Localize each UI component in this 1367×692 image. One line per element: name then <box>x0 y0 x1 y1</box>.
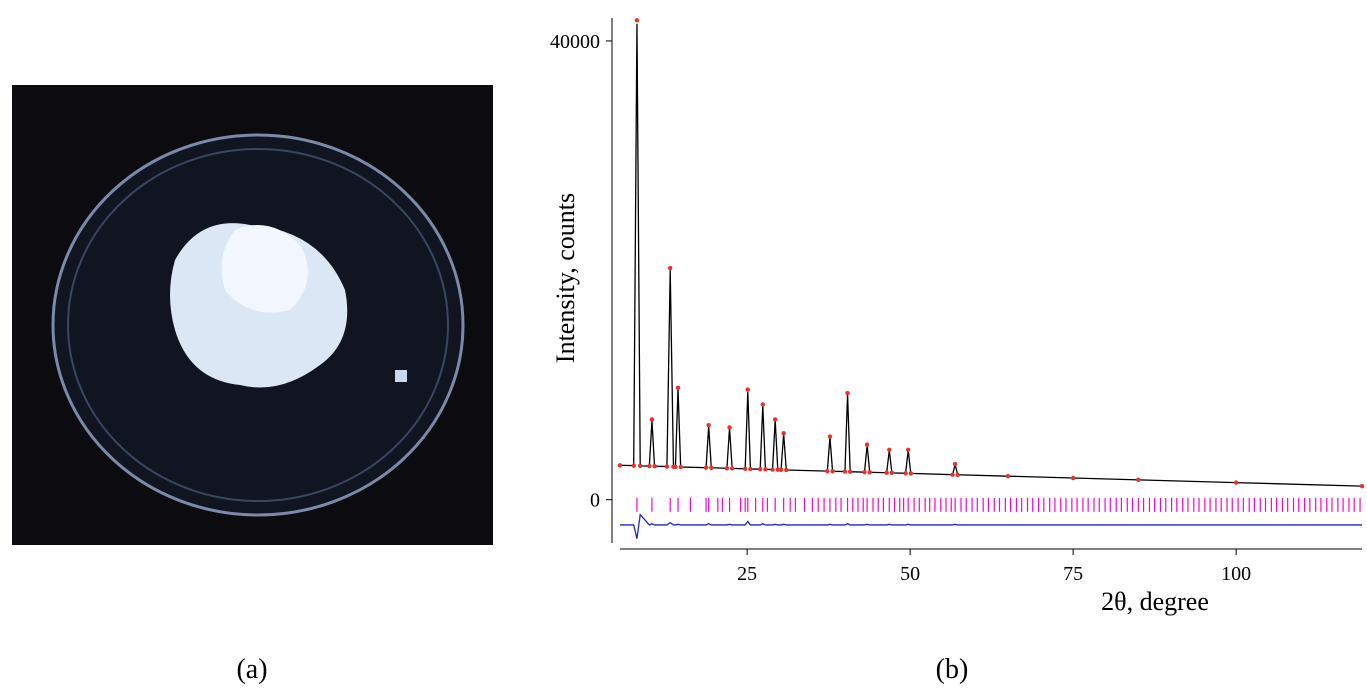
observed-point <box>742 466 748 472</box>
observed-point <box>678 464 683 470</box>
observed-point <box>647 463 652 469</box>
observed-point <box>905 447 911 452</box>
observed-point <box>903 471 908 476</box>
observed-point <box>887 447 892 452</box>
x-tick-label: 50 <box>900 563 920 585</box>
observed-point <box>775 467 780 472</box>
observed-point <box>706 422 711 428</box>
observed-point <box>867 470 872 475</box>
observed-point <box>709 465 714 471</box>
observed-point <box>638 463 643 469</box>
observed-point <box>757 466 763 472</box>
observed-point <box>770 467 775 472</box>
x-tick-label: 75 <box>1063 563 1083 585</box>
observed-point <box>862 469 867 475</box>
observed-point <box>950 472 955 477</box>
x-tick-label: 100 <box>1221 563 1251 585</box>
observed-point <box>748 466 753 472</box>
observed-point <box>634 18 640 23</box>
difference-line <box>620 513 1362 539</box>
observed-point <box>652 463 657 469</box>
observed-point <box>845 390 850 396</box>
observed-point <box>649 417 655 422</box>
observed-point <box>842 469 848 474</box>
observed-point <box>1359 483 1365 489</box>
observed-point <box>703 465 709 470</box>
observed-point <box>617 463 623 468</box>
observed-point <box>745 387 750 392</box>
observed-point <box>673 464 678 469</box>
observed-point <box>955 472 960 477</box>
observed-point <box>1233 480 1239 485</box>
observed-point <box>1070 475 1076 481</box>
observed-point <box>784 467 789 473</box>
x-axis-label: 2θ, degree <box>1101 587 1209 616</box>
photo <box>12 85 493 545</box>
observed-point <box>952 461 958 467</box>
observed-point <box>1136 477 1141 483</box>
observed-point <box>1005 473 1011 479</box>
observed-point <box>631 463 636 468</box>
caption: (b) <box>936 654 969 685</box>
observed-point <box>827 434 833 439</box>
observed-point <box>668 265 673 271</box>
y-tick-label: 0 <box>590 490 600 512</box>
y-tick-label: 40000 <box>550 31 600 53</box>
observed-point <box>772 417 778 422</box>
observed-point <box>778 467 784 473</box>
observed-point <box>729 466 735 471</box>
x-tick-label: 25 <box>737 563 757 585</box>
observed-point <box>889 470 895 476</box>
observed-point <box>847 469 853 474</box>
observed-point <box>763 467 768 472</box>
observed-point <box>884 470 889 475</box>
observed-point <box>664 464 670 469</box>
observed-point <box>760 402 765 407</box>
caption: (a) <box>236 654 267 685</box>
observed-point <box>781 430 786 436</box>
observed-point <box>724 466 730 471</box>
observed-point <box>727 425 732 430</box>
observed-point <box>830 469 835 474</box>
observed-point <box>825 468 830 474</box>
y-axis-label: Intensity, counts <box>551 193 580 363</box>
observed-point <box>908 471 914 476</box>
observed-point <box>864 442 870 447</box>
observed-point <box>675 385 681 391</box>
calculated-line <box>619 23 1363 487</box>
